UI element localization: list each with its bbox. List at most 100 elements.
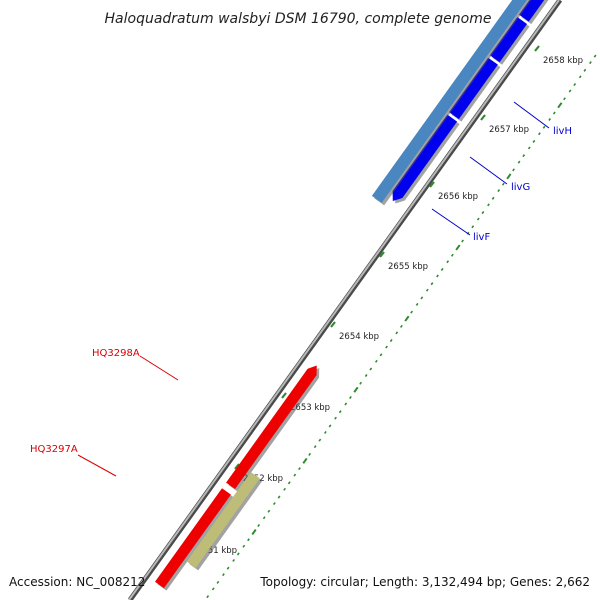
tick-minor: [374, 359, 378, 363]
tick-minor: [385, 345, 388, 349]
tick-minor: [512, 168, 515, 172]
tick-minor: [450, 253, 454, 257]
accession-text: Accession: NC_008212: [9, 575, 145, 589]
tick-minor: [222, 573, 225, 577]
gene-blue-reverse-1[interactable]: [371, 0, 551, 203]
tick-minor: [349, 395, 352, 399]
tick-minor: [206, 595, 210, 599]
tick-minor: [283, 487, 286, 491]
tick-label-2658-kbp: 2658 kbp: [543, 56, 583, 66]
gene-HQ3297A[interactable]: [186, 472, 260, 568]
genome-backbone: [128, 0, 560, 600]
gene-blue-forward-2[interactable]: [449, 57, 498, 120]
gene-HQ3298A[interactable]: [226, 365, 317, 489]
tick-minor: [573, 83, 577, 87]
tick-minor: [267, 509, 271, 513]
tick-minor: [491, 196, 495, 200]
leader-HQ3297A: [77, 454, 117, 477]
tick-minor: [420, 296, 424, 300]
tick-major: [302, 457, 308, 464]
tick-minor: [425, 288, 429, 292]
tick-minor: [247, 538, 250, 542]
tick-minor: [446, 260, 450, 264]
tick-minor: [369, 367, 373, 371]
tick-label-2654-kbp: 2654 kbp: [339, 332, 379, 342]
tick-minor: [344, 402, 348, 406]
leader-livF: [431, 208, 471, 236]
tick-minor: [308, 452, 312, 456]
tick-minor: [399, 324, 403, 328]
tick-minor: [287, 481, 291, 485]
gene-label-livG[interactable]: livG: [511, 182, 530, 193]
tick-minor: [568, 89, 572, 93]
gene-blue-forward-4[interactable]: [519, 0, 562, 22]
tick-minor: [236, 552, 240, 556]
tick-major: [251, 528, 257, 536]
tick-minor: [232, 558, 236, 562]
tick-minor: [527, 146, 531, 150]
tick-labels-group: 2651 kbp 2652 kbp 2653 kbp 2654 kbp 2655 kbp…: [188, 45, 583, 556]
tick-minor: [552, 111, 556, 115]
tick-minor: [242, 544, 246, 548]
tick-minor: [211, 587, 215, 591]
tick-minor: [328, 424, 332, 428]
tick-minor: [563, 97, 566, 101]
tick-major: [506, 173, 512, 180]
leader-livG: [469, 156, 508, 185]
gene-label-livH[interactable]: livH: [553, 126, 572, 137]
tick-minor: [226, 566, 230, 570]
tick-major-mark: [429, 181, 435, 188]
tick-minor: [578, 75, 582, 79]
tick-minor: [589, 61, 592, 65]
tick-major-mark: [330, 321, 336, 328]
map-title: Haloquadratum walsbyi DSM 16790, complet…: [105, 11, 492, 27]
tick-minor: [277, 495, 281, 499]
tick-minor: [364, 374, 368, 378]
tick-minor: [430, 282, 434, 286]
tick-major: [353, 386, 359, 393]
tick-label-2652-kbp: 2652 kbp: [243, 474, 283, 484]
gene-blue-forward-3[interactable]: [489, 17, 528, 63]
tick-label-2655-kbp: 2655 kbp: [388, 262, 428, 272]
tick-minor: [313, 445, 317, 449]
tick-minor: [410, 310, 413, 314]
tick-minor: [298, 467, 301, 471]
tick-minor: [501, 182, 505, 186]
tick-minor: [395, 331, 399, 335]
tick-minor: [323, 430, 327, 434]
tick-major: [557, 102, 563, 109]
leader-livH: [513, 101, 550, 129]
tick-major-mark: [281, 392, 287, 399]
genes-group: [155, 0, 562, 591]
tick-minor: [334, 416, 337, 420]
tick-label-2653-kbp: 2653 kbp: [290, 403, 330, 413]
tick-minor: [359, 381, 363, 385]
tick-major-mark: [480, 114, 486, 121]
leader-HQ3298A: [139, 355, 179, 381]
gene-label-livF[interactable]: livF: [473, 232, 490, 243]
tick-minor: [532, 139, 536, 143]
tick-minor: [471, 225, 475, 229]
tick-major: [404, 315, 410, 322]
tick-minor: [461, 239, 464, 243]
tick-label-2651-kbp: 2651 kbp: [197, 546, 237, 556]
gene-red-lower[interactable]: [155, 488, 231, 589]
tick-minor: [593, 54, 597, 58]
gene-blue-forward-1[interactable]: [392, 114, 458, 201]
tick-major-mark: [234, 463, 240, 470]
tick-minor: [481, 211, 485, 215]
tick-minor: [415, 302, 419, 306]
tick-label-2656-kbp: 2656 kbp: [438, 192, 478, 202]
tick-minor: [216, 580, 220, 584]
tick-minor: [476, 217, 480, 221]
tick-minor: [436, 274, 439, 278]
topology-summary-text: Topology: circular; Length: 3,132,494 bp…: [259, 575, 590, 589]
gene-label-HQ3298A[interactable]: HQ3298A: [92, 348, 140, 359]
tick-major-mark: [379, 251, 385, 258]
tick-minor: [542, 125, 546, 129]
gene-label-HQ3297A[interactable]: HQ3297A: [30, 444, 78, 455]
tick-dots-group: [206, 54, 597, 599]
tick-minor: [522, 154, 526, 158]
